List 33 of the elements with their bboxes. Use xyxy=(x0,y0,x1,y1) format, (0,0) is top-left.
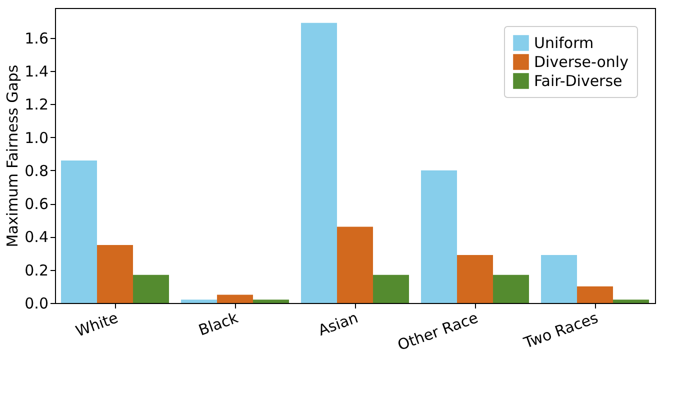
bar xyxy=(577,286,613,303)
legend-label: Uniform xyxy=(534,34,594,52)
y-tick-label: 1.0 xyxy=(24,128,48,147)
y-tick-label: 0.4 xyxy=(24,228,48,246)
y-axis-title: Maximum Fairness Gaps xyxy=(4,64,22,248)
y-tick-label: 1.2 xyxy=(24,96,48,114)
bar xyxy=(373,274,409,303)
bar xyxy=(133,274,169,303)
x-tick-label: Other Race xyxy=(395,308,480,354)
x-tick-label: Black xyxy=(196,308,241,340)
bar xyxy=(541,254,577,303)
bar xyxy=(613,300,649,303)
bar xyxy=(337,226,373,303)
y-tick-label: 1.4 xyxy=(24,62,48,80)
legend-label: Diverse-only xyxy=(534,53,629,71)
bar xyxy=(97,244,133,303)
bar xyxy=(493,274,529,303)
bar xyxy=(61,160,97,303)
bar xyxy=(421,170,457,303)
y-tick-label: 0.8 xyxy=(24,162,48,180)
bar xyxy=(181,300,217,303)
bar xyxy=(301,22,337,303)
bar xyxy=(457,254,493,303)
bar xyxy=(253,300,289,303)
y-tick-label: 1.6 xyxy=(24,29,48,48)
x-tick-label: Two Races xyxy=(520,308,601,352)
x-tick-label: White xyxy=(73,308,120,340)
bar xyxy=(217,294,253,303)
x-tick-label: Asian xyxy=(316,308,360,340)
legend-label: Fair-Diverse xyxy=(534,72,622,90)
y-tick-label: 0.6 xyxy=(24,195,48,214)
y-tick-label: 0.0 xyxy=(24,294,48,312)
y-tick-label: 0.2 xyxy=(24,261,48,280)
